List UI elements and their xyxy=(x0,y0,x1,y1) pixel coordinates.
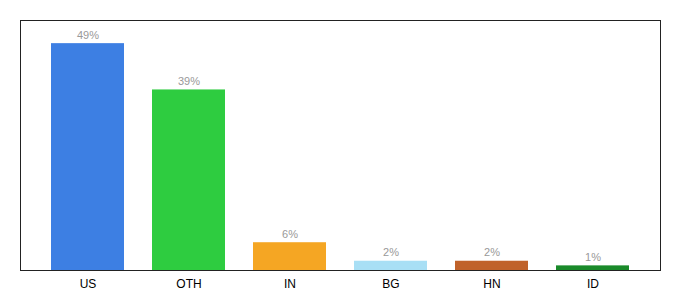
svg-text:ID: ID xyxy=(587,277,599,291)
svg-text:HN: HN xyxy=(483,277,500,291)
svg-text:OTH: OTH xyxy=(176,277,201,291)
svg-text:BG: BG xyxy=(382,277,399,291)
svg-text:2%: 2% xyxy=(484,246,500,258)
svg-text:1%: 1% xyxy=(585,251,601,263)
svg-text:49%: 49% xyxy=(77,29,99,41)
svg-text:2%: 2% xyxy=(383,246,399,258)
svg-text:US: US xyxy=(80,277,97,291)
svg-text:IN: IN xyxy=(284,277,296,291)
svg-text:6%: 6% xyxy=(282,228,298,240)
svg-text:39%: 39% xyxy=(178,75,200,87)
